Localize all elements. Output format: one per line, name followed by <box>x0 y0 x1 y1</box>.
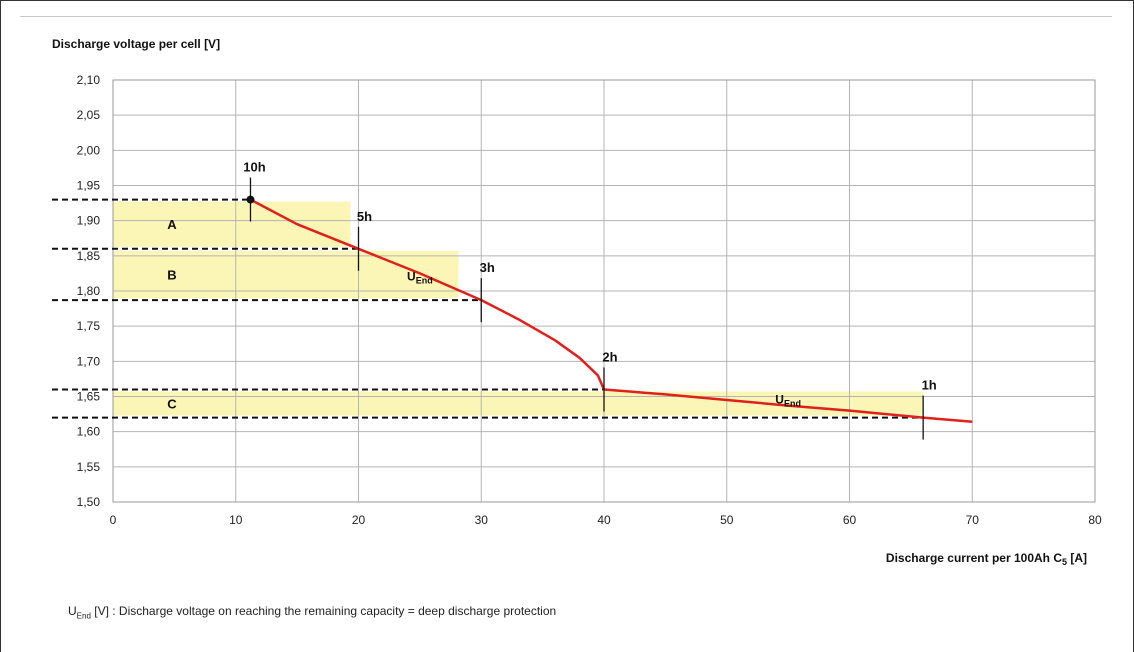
point-markers-layer <box>246 177 924 440</box>
y-tick-label: 2,10 <box>77 73 101 87</box>
y-tick-label: 1,55 <box>77 460 101 474</box>
footnote-symbol: U <box>68 604 77 618</box>
point-label: 3h <box>480 260 495 275</box>
band-label: A <box>167 217 177 232</box>
point-label: 2h <box>602 349 617 364</box>
x-axis-title: Discharge current per 100Ah C5 [A] <box>886 551 1087 567</box>
point-label: 1h <box>922 378 937 393</box>
y-axis-title: Discharge voltage per cell [V] <box>52 37 220 51</box>
x-tick-label: 0 <box>110 513 117 527</box>
y-tick-label: 2,05 <box>77 108 101 122</box>
footnote-symbol-sub: End <box>76 611 91 621</box>
start-point <box>246 195 255 204</box>
y-tick-label: 1,90 <box>77 214 101 228</box>
x-tick-label: 30 <box>475 513 489 527</box>
y-tick-label: 1,70 <box>77 354 101 368</box>
text-layer: 0 10 20 30 40 50 60 70 80 1,50 1,55 1,60 1,65 1,70 1,7… <box>52 37 1102 567</box>
y-tick-label: 2,00 <box>77 143 101 157</box>
discharge-curve <box>249 198 973 424</box>
y-tick-label: 1,95 <box>77 179 101 193</box>
x-tick-label: 20 <box>352 513 366 527</box>
y-tick-label: 1,60 <box>77 425 101 439</box>
top-rule <box>20 16 1112 17</box>
y-tick-label: 1,80 <box>77 284 101 298</box>
x-tick-label: 10 <box>229 513 243 527</box>
x-tick-label: 80 <box>1088 513 1102 527</box>
x-tick-label: 70 <box>966 513 980 527</box>
band-c <box>113 391 924 416</box>
plot-border <box>112 79 1096 503</box>
y-tick-label: 1,50 <box>77 495 101 509</box>
x-tick-label: 60 <box>843 513 857 527</box>
curve-layer <box>249 198 973 424</box>
bands-layer <box>113 201 924 416</box>
point-label: 5h <box>357 209 372 224</box>
point-label: 10h <box>243 160 265 175</box>
footnote: UEnd [V] : Discharge voltage on reaching… <box>68 604 556 620</box>
x-tick-label: 50 <box>720 513 734 527</box>
grid-layer <box>112 79 1096 503</box>
band-label: B <box>167 267 176 282</box>
x-tick-label: 40 <box>597 513 611 527</box>
y-tick-label: 1,85 <box>77 249 101 263</box>
uend-annotation: UEnd <box>407 269 433 285</box>
y-tick-label: 1,75 <box>77 319 101 333</box>
y-tick-label: 1,65 <box>77 390 101 404</box>
band-label: C <box>167 397 177 412</box>
band-b <box>113 250 459 299</box>
uend-annotation: UEnd <box>775 393 801 409</box>
band-a <box>113 201 351 247</box>
footnote-text: [V] : Discharge voltage on reaching the … <box>90 604 557 618</box>
dashed-levels-layer <box>52 198 924 419</box>
